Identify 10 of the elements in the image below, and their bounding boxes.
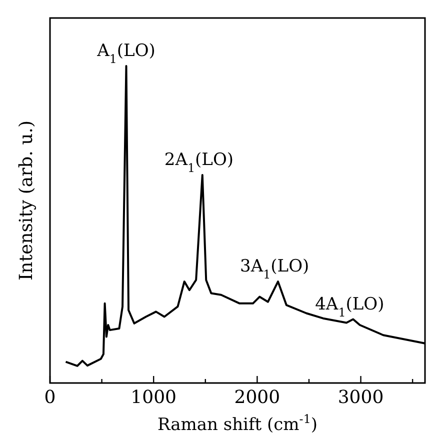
annotation: 2A$_{1}$(LO)	[164, 150, 234, 176]
x-tick-label: 3000	[338, 387, 384, 408]
x-tick-label: 0	[44, 387, 56, 408]
annotation: A$_{1}$(LO)	[96, 41, 156, 66]
annotation: 3A$_{1}$(LO)	[240, 256, 310, 282]
x-tick-label: 2000	[234, 387, 280, 408]
x-tick-label: 1000	[130, 387, 176, 408]
annotation: 4A$_{1}$(LO)	[315, 294, 384, 320]
x-axis-title: Raman shift (cm$^{-1}$)	[157, 412, 318, 435]
y-axis-title: Intensity (arb. u.)	[16, 120, 37, 280]
